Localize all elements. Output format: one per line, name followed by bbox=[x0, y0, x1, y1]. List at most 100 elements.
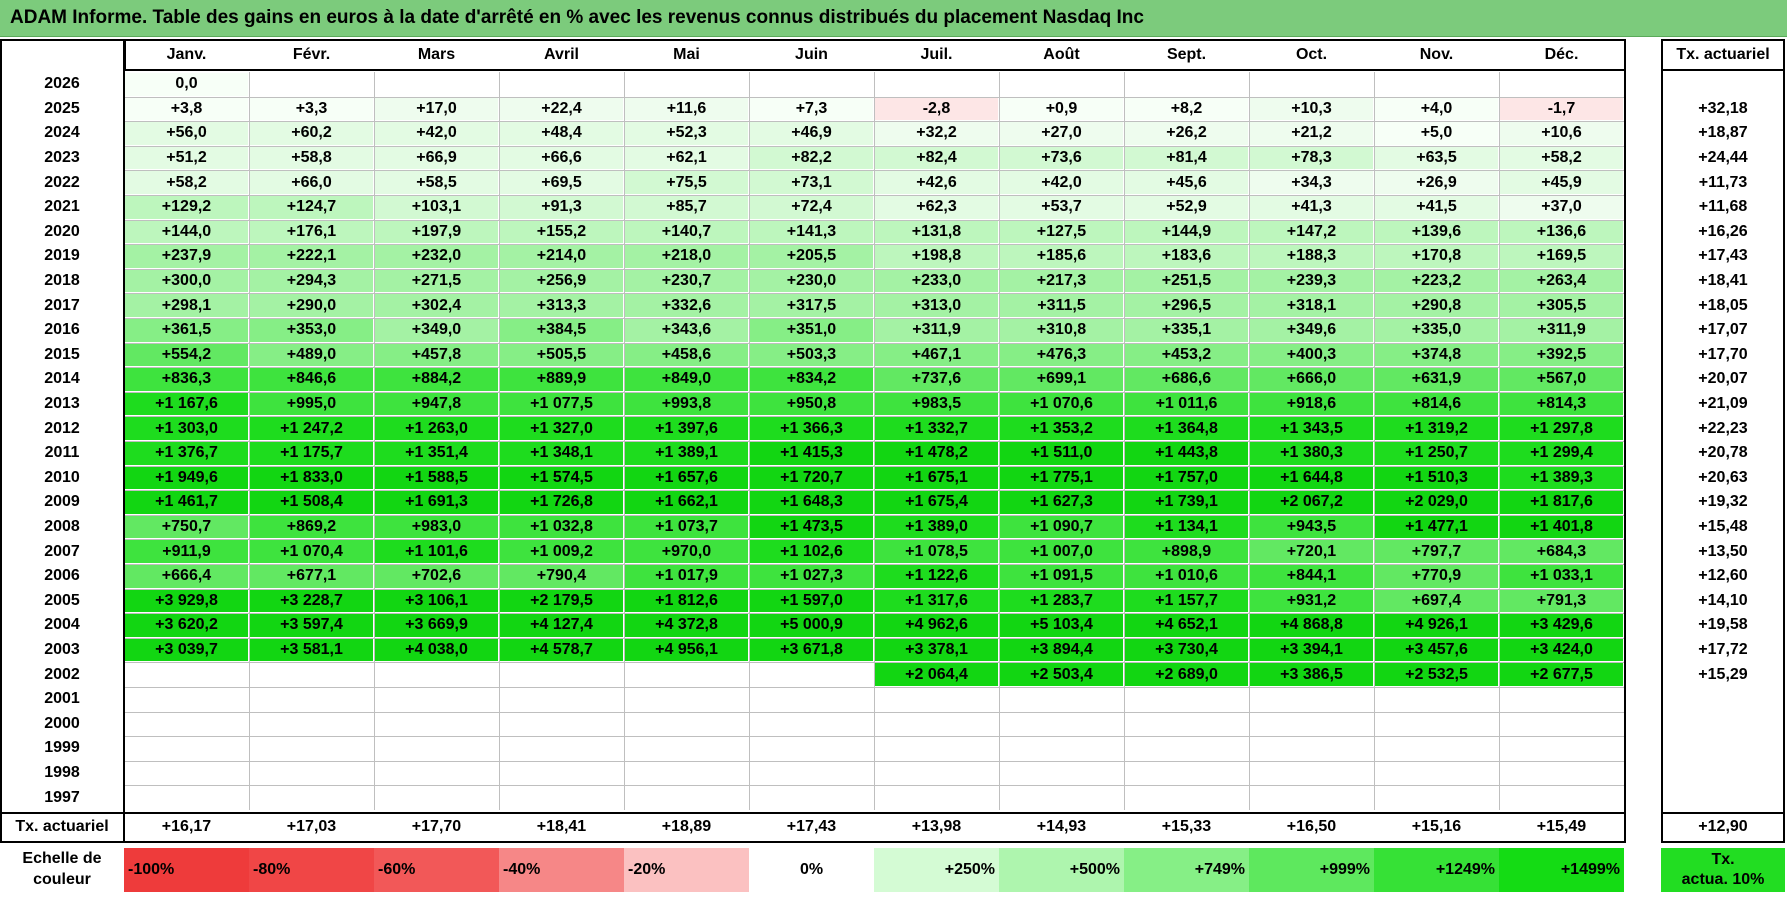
table-cell: +3 429,6 bbox=[1500, 614, 1623, 637]
table-cell: +684,3 bbox=[1500, 540, 1623, 563]
table-cell bbox=[1375, 688, 1498, 711]
table-cell: +947,8 bbox=[375, 392, 498, 416]
legend-swatch: 0% bbox=[749, 848, 874, 892]
grid-line bbox=[124, 416, 1624, 418]
table-cell: +3 669,9 bbox=[375, 614, 498, 637]
table-cell: +4 962,6 bbox=[875, 614, 998, 637]
table-cell: +1 675,4 bbox=[875, 491, 998, 514]
table-cell: +313,3 bbox=[500, 294, 623, 317]
month-header: Nov. bbox=[1419, 46, 1454, 63]
table-cell: +1 415,3 bbox=[750, 442, 873, 465]
table-cell: +814,6 bbox=[1375, 392, 1498, 416]
table-cell bbox=[375, 737, 498, 760]
table-cell: +1 353,2 bbox=[1000, 417, 1123, 440]
table-cell bbox=[375, 713, 498, 736]
table-cell: +69,5 bbox=[500, 171, 623, 194]
table-cell: +844,1 bbox=[1250, 565, 1373, 588]
month-header: Sept. bbox=[1166, 46, 1207, 63]
tx-cell: +21,09 bbox=[1698, 395, 1748, 413]
table-cell: +232,0 bbox=[375, 245, 498, 268]
tx-cell: +20,07 bbox=[1698, 370, 1748, 388]
table-cell: +2 029,0 bbox=[1375, 491, 1498, 514]
year-label: 2018 bbox=[44, 272, 80, 290]
grid-line bbox=[124, 711, 1624, 713]
table-cell: +1 376,7 bbox=[125, 442, 248, 465]
table-cell: +869,2 bbox=[250, 515, 373, 539]
table-cell: +1 597,0 bbox=[750, 589, 873, 613]
table-cell bbox=[125, 663, 248, 686]
table-cell: +476,3 bbox=[1000, 343, 1123, 367]
table-cell bbox=[375, 762, 498, 785]
table-cell: +1 775,1 bbox=[1000, 466, 1123, 490]
table-cell: +176,1 bbox=[250, 220, 373, 244]
table-cell bbox=[875, 737, 998, 760]
table-cell: +458,6 bbox=[625, 343, 748, 367]
table-cell: +124,7 bbox=[250, 196, 373, 219]
table-cell: +72,4 bbox=[750, 196, 873, 219]
table-cell: +22,4 bbox=[500, 97, 623, 121]
table-cell: +1 157,7 bbox=[1125, 589, 1248, 613]
grid-line bbox=[124, 219, 1624, 221]
table-cell bbox=[1500, 73, 1623, 96]
tx-cell: +20,63 bbox=[1698, 468, 1748, 486]
table-cell: +45,6 bbox=[1125, 171, 1248, 194]
table-cell: +298,1 bbox=[125, 294, 248, 317]
table-cell bbox=[375, 786, 498, 809]
table-cell: +554,2 bbox=[125, 343, 248, 367]
legend-label: Echelle de couleur bbox=[0, 848, 124, 890]
grid-line bbox=[124, 121, 1624, 123]
table-cell bbox=[500, 663, 623, 686]
table-cell bbox=[625, 688, 748, 711]
table-cell: +1 401,8 bbox=[1500, 515, 1623, 539]
year-label: 2000 bbox=[44, 714, 80, 732]
table-cell bbox=[1250, 713, 1373, 736]
tx-cell: +20,78 bbox=[1698, 444, 1748, 462]
month-header: Janv. bbox=[166, 46, 207, 63]
table-cell bbox=[1500, 713, 1623, 736]
gains-table: Janv. Févr. Mars Avril Mai Juin Juil. Août Sept.… bbox=[0, 39, 1787, 912]
table-cell: +66,9 bbox=[375, 146, 498, 170]
table-cell: +1 134,1 bbox=[1125, 515, 1248, 539]
footer-cell: +18,41 bbox=[536, 818, 587, 835]
year-label: 2021 bbox=[44, 198, 80, 216]
table-cell: +26,2 bbox=[1125, 122, 1248, 145]
table-cell bbox=[1250, 786, 1373, 809]
table-cell: +1 461,7 bbox=[125, 491, 248, 514]
table-cell: +1 588,5 bbox=[375, 466, 498, 490]
table-cell: +317,5 bbox=[750, 294, 873, 317]
table-cell: +183,6 bbox=[1125, 245, 1248, 268]
table-cell: +4 372,8 bbox=[625, 614, 748, 637]
table-cell: +1 299,4 bbox=[1500, 442, 1623, 465]
table-cell: +42,6 bbox=[875, 171, 998, 194]
table-cell bbox=[1125, 713, 1248, 736]
table-cell: +136,6 bbox=[1500, 220, 1623, 244]
table-cell: +197,9 bbox=[375, 220, 498, 244]
year-label: 2024 bbox=[44, 124, 80, 142]
month-header: Mars bbox=[417, 46, 456, 63]
table-cell bbox=[875, 762, 998, 785]
tx-cell: +14,10 bbox=[1698, 591, 1748, 609]
table-cell bbox=[625, 737, 748, 760]
table-cell: +349,6 bbox=[1250, 319, 1373, 342]
tx-cell: +16,26 bbox=[1698, 222, 1748, 240]
table-cell bbox=[1125, 73, 1248, 96]
table-cell: +73,1 bbox=[750, 171, 873, 194]
table-cell: +3 394,1 bbox=[1250, 638, 1373, 662]
table-cell bbox=[125, 762, 248, 785]
table-cell: +223,2 bbox=[1375, 269, 1498, 293]
grid-line bbox=[124, 441, 1624, 442]
table-cell: +63,5 bbox=[1375, 146, 1498, 170]
table-cell bbox=[1125, 737, 1248, 760]
year-label: 2009 bbox=[44, 493, 80, 511]
table-cell bbox=[1000, 688, 1123, 711]
table-cell: +1 510,3 bbox=[1375, 466, 1498, 490]
grid-line bbox=[124, 96, 1624, 98]
tx-cell: +18,41 bbox=[1698, 272, 1748, 290]
legend-label-line: couleur bbox=[33, 871, 91, 888]
tx-cell: +17,70 bbox=[1698, 345, 1748, 363]
table-cell: +567,0 bbox=[1500, 368, 1623, 391]
table-cell: +2 179,5 bbox=[500, 589, 623, 613]
table-cell bbox=[500, 762, 623, 785]
table-cell: +5 000,9 bbox=[750, 614, 873, 637]
table-cell bbox=[1000, 786, 1123, 809]
